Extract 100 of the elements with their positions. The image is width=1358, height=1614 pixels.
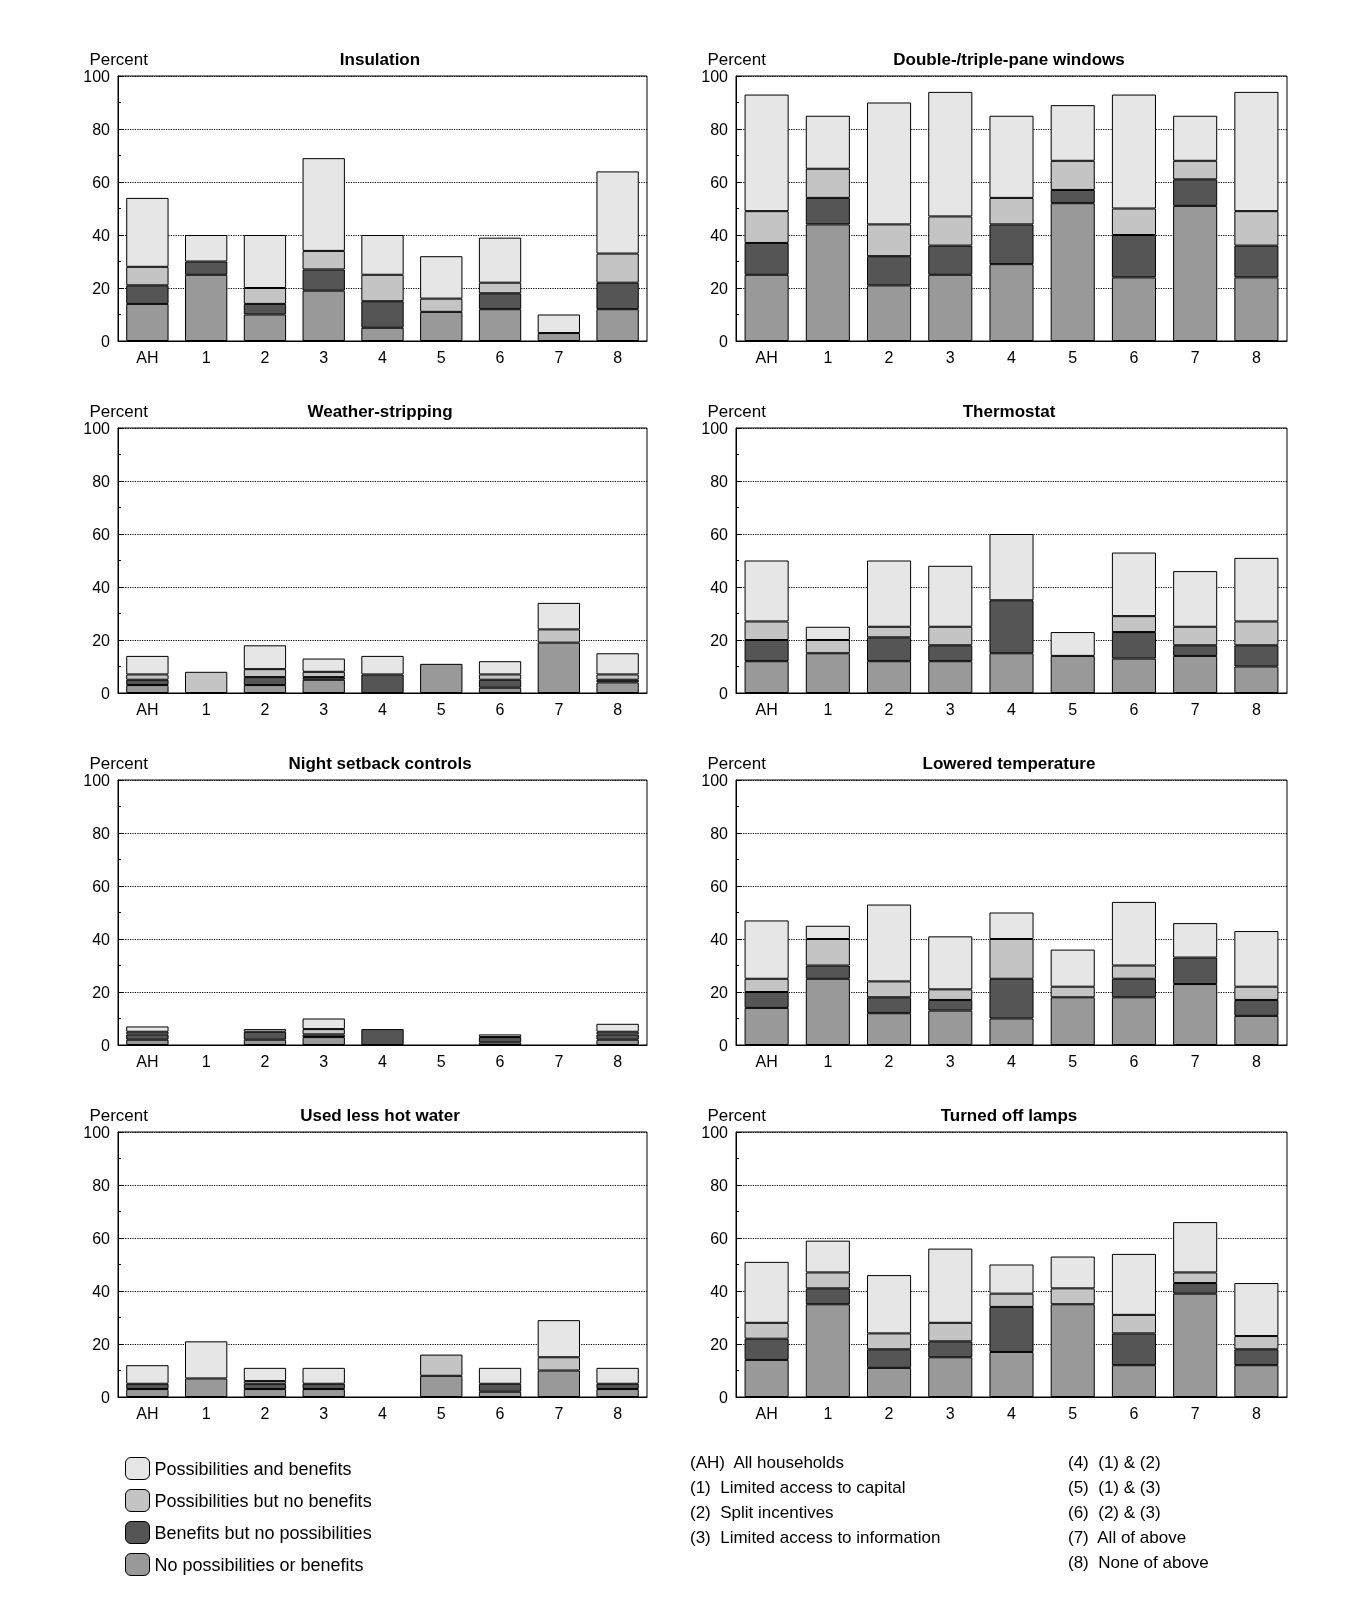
y-tick-label: 0 [719,1388,729,1406]
x-tick-label: 1 [823,1404,833,1422]
y-tick-label: 40 [92,578,111,596]
x-tick-label: 2 [260,348,270,366]
y-tick-label: 0 [101,1036,111,1054]
x-tick-label: 5 [436,1404,446,1422]
legend-label: Benefits but no possibilities [154,1522,372,1543]
y-tick-label: 80 [92,472,111,490]
x-tick-label: 5 [1068,1404,1078,1422]
y-tick-label: 60 [92,525,111,543]
y-tick-label: 20 [710,279,729,297]
text: (6) (2) & (3) [1068,1503,1161,1522]
y-axis-title: Percent [707,1106,767,1125]
y-axis-title: Percent [89,50,149,69]
y-tick-label: 40 [92,226,111,244]
y-tick-label: 80 [710,472,729,490]
chart-title: Used less hot water [300,1106,461,1125]
legend-label: No possibilities or benefits [154,1554,364,1575]
x-tick-label: 4 [1007,348,1017,366]
x-tick-label: 8 [613,1052,623,1070]
y-tick-label: 20 [710,983,729,1001]
x-tick-label: 3 [319,1052,329,1070]
x-tick-label: 6 [495,1404,505,1422]
x-tick-label: 1 [201,348,211,366]
x-tick-label: 5 [1068,348,1078,366]
x-tick-label: 6 [495,1052,505,1070]
x-tick-label: 5 [436,348,446,366]
x-tick-label: 3 [945,700,955,718]
x-tick-label: 8 [613,1404,623,1422]
text: (2) Split incentives [690,1503,834,1522]
x-tick-label: 7 [554,1052,564,1070]
chart-title: Double-/triple-pane windows [893,50,1125,69]
y-tick-label: 100 [83,1123,111,1141]
y-tick-label: 60 [710,525,729,543]
x-tick-label: 7 [554,700,564,718]
y-tick-label: 40 [710,930,729,948]
y-tick-label: 60 [92,877,111,895]
x-tick-label: 8 [1251,1404,1261,1422]
x-tick-label: 3 [319,1404,329,1422]
y-tick-label: 100 [701,67,729,85]
y-tick-label: 60 [710,877,729,895]
text: (4) (1) & (2) [1068,1453,1161,1472]
x-tick-label: 2 [260,1404,270,1422]
x-tick-label: 7 [1190,1052,1200,1070]
text: (AH) All households [690,1453,845,1472]
y-axis-title: Percent [89,402,149,421]
x-tick-label: 5 [1068,1052,1078,1070]
chart-title: Turned off lamps [940,1106,1078,1125]
x-tick-label: 3 [945,348,955,366]
x-tick-label: 6 [1129,1052,1139,1070]
x-tick-label: 7 [554,348,564,366]
y-tick-label: 100 [701,771,729,789]
y-tick-label: 60 [710,173,729,191]
bar [243,1367,287,1382]
chart-title: Thermostat [962,402,1056,421]
y-axis-title: Percent [89,1106,149,1125]
y-tick-label: 80 [92,824,111,842]
y-tick-label: 100 [701,419,729,437]
x-tick-label: 8 [1251,700,1261,718]
y-tick-label: 20 [710,631,729,649]
y-tick-label: 80 [710,1176,729,1194]
x-tick-label: 2 [260,700,270,718]
y-tick-label: 0 [719,684,729,702]
chart-title: Insulation [339,50,421,69]
chart-title: Lowered temperature [922,754,1096,773]
x-tick-label: 4 [378,1052,388,1070]
x-tick-label: 7 [1190,348,1200,366]
y-tick-label: 60 [92,173,111,191]
y-tick-label: 0 [101,332,111,350]
x-tick-label: 4 [1007,1404,1017,1422]
x-tick-label: 6 [1129,1404,1139,1422]
y-tick-label: 80 [710,120,729,138]
y-axis-title: Percent [707,754,767,773]
x-tick-label: 4 [378,700,388,718]
x-tick-label: 6 [495,700,505,718]
chart-title: Night setback controls [288,754,472,773]
x-tick-label: 1 [201,1404,211,1422]
bar [126,1026,169,1032]
y-tick-label: 0 [101,1388,111,1406]
x-tick-label: 7 [554,1404,564,1422]
x-tick-label: 7 [1190,1404,1200,1422]
y-tick-label: 0 [719,332,729,350]
x-tick-label: AH [136,700,159,718]
y-axis-title: Percent [707,402,767,421]
x-tick-label: 3 [945,1404,955,1422]
x-tick-label: 2 [260,1052,270,1070]
y-tick-label: 80 [92,1176,111,1194]
y-tick-label: 80 [92,120,111,138]
x-tick-label: 1 [201,1052,211,1070]
y-tick-label: 40 [710,578,729,596]
x-tick-label: 8 [1251,348,1261,366]
x-tick-label: 1 [823,1052,833,1070]
x-tick-label: 4 [1007,700,1017,718]
x-tick-label: 6 [1129,348,1139,366]
x-tick-label: AH [136,348,159,366]
y-tick-label: 20 [92,279,111,297]
x-tick-label: 7 [1190,700,1200,718]
y-tick-label: 100 [83,67,111,85]
text: (8) None of above [1068,1553,1209,1572]
x-tick-label: 4 [378,1404,388,1422]
